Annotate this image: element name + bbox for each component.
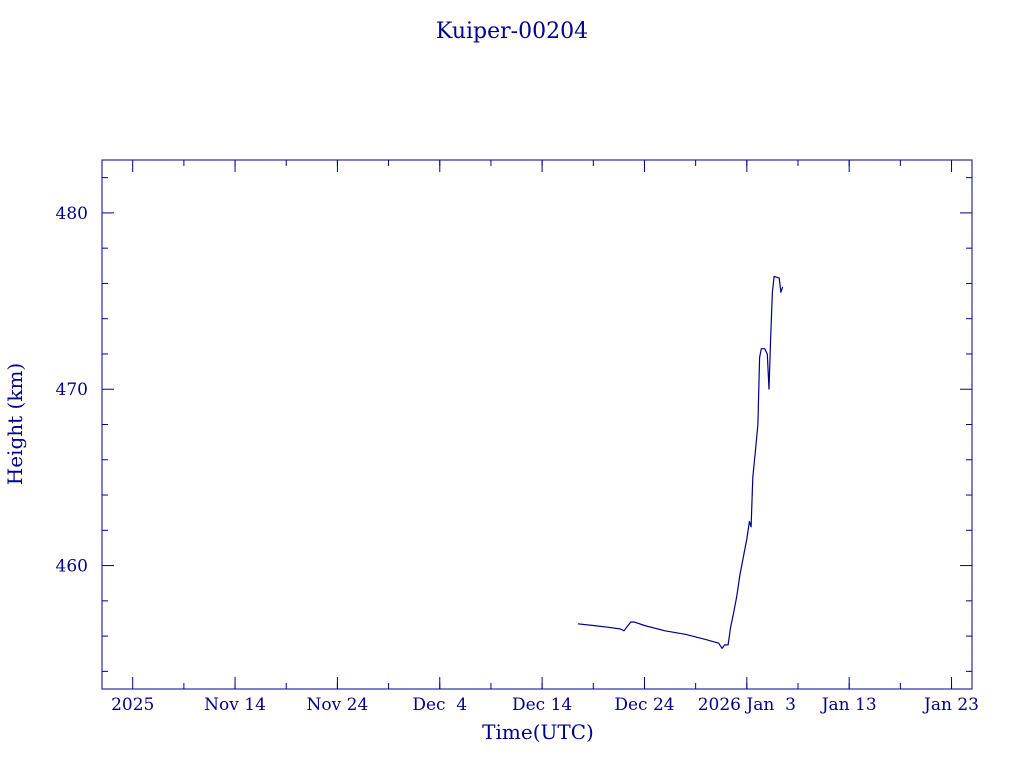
y-tick-label: 460 — [56, 557, 88, 577]
y-axis: 460 470 480 — [56, 177, 972, 672]
x-tick-label: 2025 — [111, 695, 154, 715]
x-tick-label: Nov 24 — [307, 695, 369, 715]
y-axis-label: Height (km) — [3, 363, 27, 485]
x-tick-label: Jan 13 — [820, 695, 877, 715]
x-tick-label: Nov 14 — [204, 695, 266, 715]
x-tick-label: Dec 4 — [412, 695, 467, 715]
x-tick-label: Jan 23 — [922, 695, 979, 715]
chart-title: Kuiper-00204 — [436, 19, 588, 44]
x-axis-label: Time(UTC) — [482, 720, 594, 744]
series-line — [577, 275, 784, 649]
x-tick-label: Dec 24 — [614, 695, 674, 715]
x-tick-label: Dec 14 — [512, 695, 572, 715]
x-tick-label: 2026 Jan 3 — [698, 695, 796, 715]
y-tick-label: 470 — [56, 380, 88, 400]
plot-frame — [101, 159, 973, 690]
y-tick-label: 480 — [56, 204, 88, 224]
x-axis: 2025 Nov 14 Nov 24 Dec 4 Dec 14 Dec 24 2026 Ja… — [111, 160, 979, 715]
